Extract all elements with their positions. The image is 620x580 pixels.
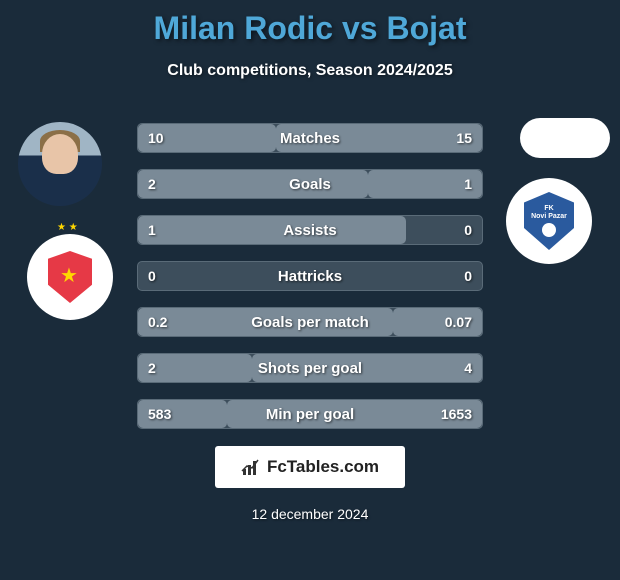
shield-blue-icon: FK Novi Pazar [524, 192, 574, 250]
stat-row: 0Hattricks0 [137, 261, 483, 291]
stat-label: Goals per match [138, 314, 482, 331]
stat-value-left: 2 [148, 176, 156, 192]
stat-value-left: 10 [148, 130, 164, 146]
stat-row: 10Matches15 [137, 123, 483, 153]
stat-value-left: 1 [148, 222, 156, 238]
player-head [42, 134, 78, 174]
shield-text-1: FK [544, 205, 553, 213]
player-photo-right [520, 118, 610, 158]
chart-icon [241, 457, 261, 477]
stat-value-right: 1653 [441, 406, 472, 422]
stat-value-left: 583 [148, 406, 171, 422]
stat-value-right: 0.07 [445, 314, 472, 330]
stars-icon: ★ ★ [57, 222, 78, 233]
shield-red-icon [48, 251, 92, 303]
stat-label: Goals [138, 176, 482, 193]
page-title: Milan Rodic vs Bojat [0, 0, 620, 47]
stat-label: Hattricks [138, 268, 482, 285]
subtitle: Club competitions, Season 2024/2025 [0, 62, 620, 80]
comparison-infographic: Milan Rodic vs Bojat Club competitions, … [0, 0, 620, 580]
club-logo-left: ★ ★ [27, 234, 113, 320]
stat-label: Matches [138, 130, 482, 147]
stat-value-right: 4 [464, 360, 472, 376]
stat-label: Min per goal [138, 406, 482, 423]
stat-value-right: 1 [464, 176, 472, 192]
footer-brand-text: FcTables.com [267, 457, 379, 477]
stat-value-right: 15 [456, 130, 472, 146]
stat-value-left: 0 [148, 268, 156, 284]
stat-row: 1Assists0 [137, 215, 483, 245]
footer-brand-badge: FcTables.com [215, 446, 405, 488]
stat-label: Shots per goal [138, 360, 482, 377]
date-text: 12 december 2024 [0, 506, 620, 522]
stat-value-left: 2 [148, 360, 156, 376]
stat-row: 2Goals1 [137, 169, 483, 199]
player-photo-left [18, 122, 102, 206]
stat-row: 583Min per goal1653 [137, 399, 483, 429]
stats-area: 10Matches152Goals11Assists00Hattricks00.… [137, 123, 483, 445]
shield-circle [542, 223, 556, 237]
stat-value-right: 0 [464, 268, 472, 284]
stat-row: 2Shots per goal4 [137, 353, 483, 383]
stat-row: 0.2Goals per match0.07 [137, 307, 483, 337]
stat-label: Assists [138, 222, 482, 239]
stat-value-left: 0.2 [148, 314, 167, 330]
club-logo-right: FK Novi Pazar [506, 178, 592, 264]
stat-value-right: 0 [464, 222, 472, 238]
shield-text-2: Novi Pazar [531, 213, 567, 221]
